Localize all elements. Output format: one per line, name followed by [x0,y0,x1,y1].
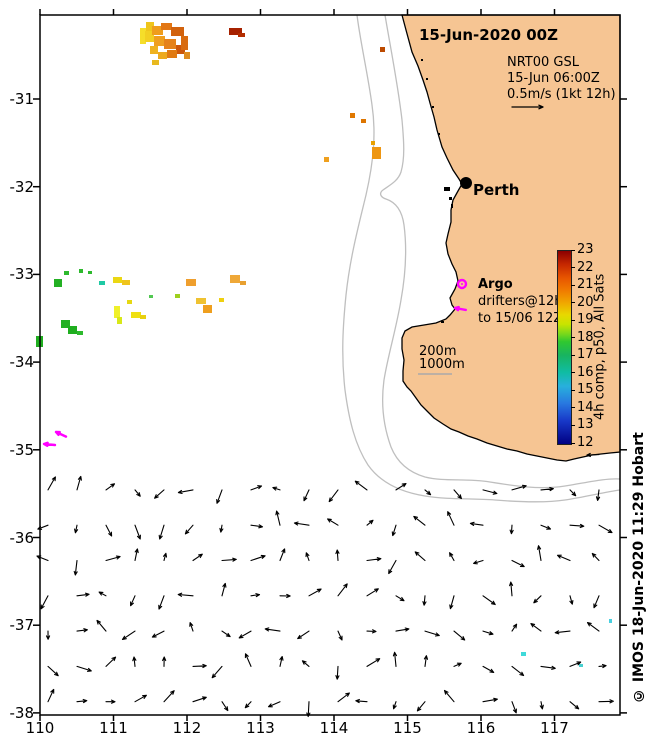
colorbar-tick [571,372,575,374]
legend-valid-time: 15-Jun 06:00Z [507,71,600,86]
colorbar-tick [571,249,575,251]
perth-label: Perth [473,181,520,199]
y-tick-label: -36 [9,528,35,547]
colorbar-tick-label: 22 [577,259,594,275]
colorbar-tick-label: 12 [577,435,594,450]
colorbar-tick-label: 14 [577,399,594,415]
colorbar-label: 4h comp, p50, All Sats [592,273,608,420]
colorbar-tick [571,267,575,269]
bathymetry-contours [342,14,621,503]
drifters-caption-line1: drifters@12h [478,294,563,309]
drifters-caption: drifters@12h to 15/06 12Z [478,293,563,327]
sst-patches [36,22,612,667]
map-title: 15-Jun-2020 00Z [419,26,558,44]
colorbar-tick [571,302,575,304]
colorbar-tick-label: 17 [577,347,594,363]
current-vector-arrows [36,452,614,718]
y-tick-label: -32 [9,177,35,196]
colorbar-tick-label: 13 [577,417,594,433]
drifters-caption-line2: to 15/06 12Z [478,311,563,326]
axes-frame [33,9,627,721]
x-tick-label: 116 [466,719,496,737]
y-tick-label: -38 [9,703,35,722]
colorbar-tick [571,284,575,286]
x-tick-label: 117 [540,719,569,737]
x-tick-label: 113 [246,719,275,737]
depth-200m-label: 200m [419,344,457,359]
drifter-markers [42,104,544,447]
colorbar-tick-label: 23 [577,242,594,257]
x-tick-label: 110 [25,719,55,737]
colorbar-tick [571,337,575,339]
depth-1000m-label: 1000m [419,357,465,372]
colorbar-tick [571,407,575,409]
colorbar-tick [571,424,575,426]
colorbar-tick-label: 18 [577,329,594,345]
islands [421,59,453,323]
y-tick-label: -34 [9,353,35,372]
colorbar-tick [571,389,575,391]
colorbar-tick-label: 16 [577,364,594,380]
argo-label: Argo [478,277,513,292]
colorbar-tick-label: 21 [577,277,594,293]
x-tick-label: 111 [99,719,128,737]
x-tick-label: 114 [319,719,349,737]
colorbar-tick-label: 19 [577,312,594,328]
x-tick-label: 115 [393,719,422,737]
x-tick-label: 112 [172,719,202,737]
colorbar-tick [571,442,575,444]
colorbar-tick [571,319,575,321]
y-tick-label: -31 [9,90,35,108]
imos-credit: © IMOS 18-Jun-2020 11:29 Hobart [631,432,647,703]
colorbar-tick [571,354,575,356]
y-tick-label: -33 [9,265,35,284]
colorbar-tick-label: 20 [577,294,594,310]
legend-block: NRT00 GSL 15-Jun 06:00Z 0.5m/s (1kt 12h) [507,55,616,103]
legend-scale-text: 0.5m/s (1kt 12h) [507,87,616,102]
depth-legend: 200m 1000m [419,345,465,371]
y-tick-label: -35 [9,440,35,459]
legend-product: NRT00 GSL [507,55,579,70]
colorbar-tick-label: 15 [577,382,594,398]
colorbar-gradient [557,250,572,445]
y-tick-label: -37 [9,616,35,635]
